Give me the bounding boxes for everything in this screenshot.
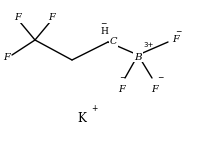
Text: F: F (4, 52, 10, 62)
Text: H: H (100, 27, 108, 36)
Text: −: − (157, 73, 163, 82)
Text: F: F (152, 85, 158, 94)
Text: C: C (110, 38, 118, 46)
Text: F: F (119, 85, 125, 94)
Text: 3+: 3+ (143, 42, 153, 48)
Text: −: − (100, 19, 106, 28)
Text: K: K (78, 111, 86, 124)
Text: F: F (172, 36, 179, 45)
Text: B: B (134, 52, 142, 62)
Text: F: F (49, 14, 55, 22)
Text: −: − (175, 27, 181, 36)
Text: −: − (119, 73, 125, 82)
Text: F: F (15, 14, 21, 22)
Text: +: + (91, 104, 97, 113)
